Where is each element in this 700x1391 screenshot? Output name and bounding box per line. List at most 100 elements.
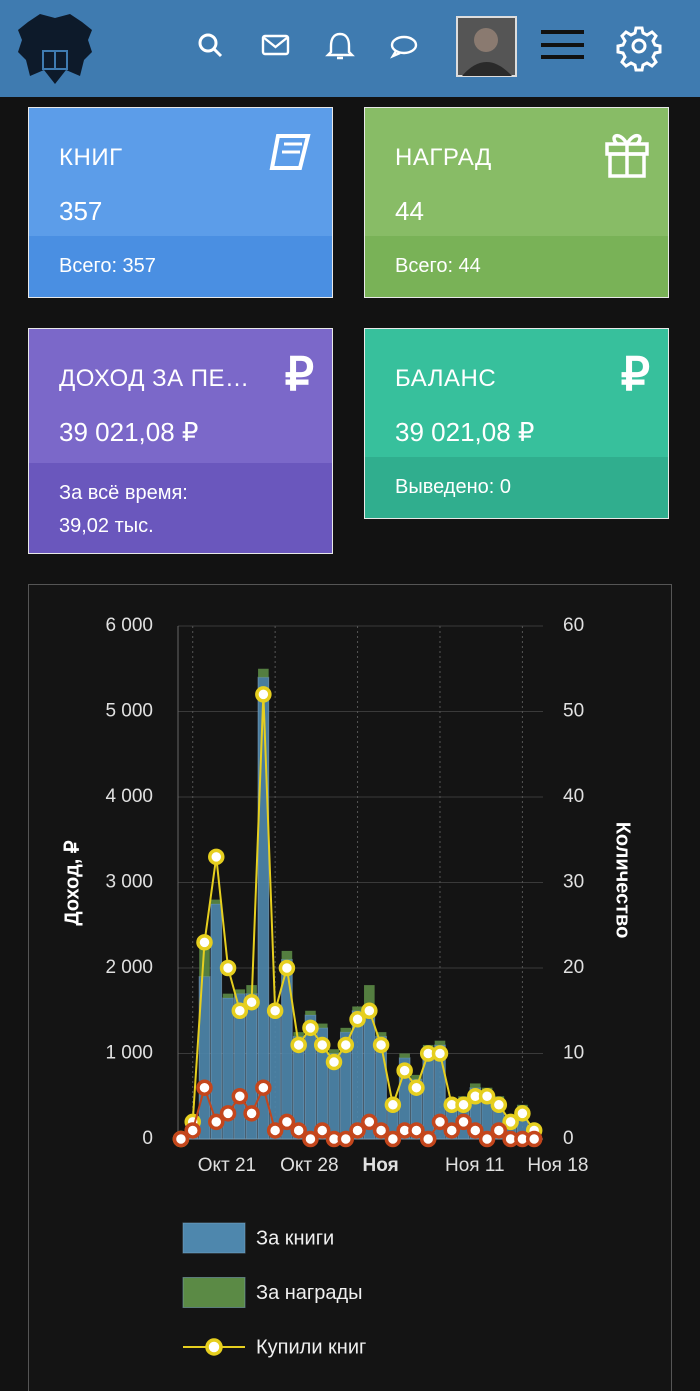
y2-tick-label: 0 xyxy=(563,1128,574,1149)
point xyxy=(231,1088,249,1105)
card[interactable]: ДОХОД ЗА ПЕ… 39 021,08 ₽ ₽ За всё время:… xyxy=(28,328,333,554)
card-icon: ₽ xyxy=(620,348,650,400)
point xyxy=(243,993,260,1011)
point xyxy=(408,1079,425,1096)
point xyxy=(384,1130,402,1148)
x-tick-label: Ноя 11 xyxy=(445,1155,505,1176)
point xyxy=(313,1122,331,1139)
point xyxy=(290,1122,307,1139)
point xyxy=(325,1053,343,1071)
card-footer-line: Всего: 357 xyxy=(59,255,156,277)
legend-label: За награды xyxy=(256,1282,363,1304)
bar xyxy=(199,946,210,977)
point xyxy=(443,1122,460,1139)
bar xyxy=(234,989,246,994)
y2-tick-label: 20 xyxy=(563,957,584,978)
point xyxy=(172,1130,190,1148)
card-footer: Всего: 44 xyxy=(365,236,668,297)
card-footer-line: Всего: 44 xyxy=(395,255,481,277)
point xyxy=(219,1105,237,1122)
point xyxy=(266,1002,284,1019)
y2-tick-label: 30 xyxy=(563,872,584,893)
bar xyxy=(352,1006,363,1011)
y2-tick-label: 40 xyxy=(563,786,584,807)
y-tick-label: 5 000 xyxy=(105,701,153,722)
x-tick-label: Окт 28 xyxy=(280,1155,338,1176)
point xyxy=(196,934,213,951)
logo[interactable] xyxy=(18,14,92,84)
bar xyxy=(470,1083,481,1088)
point xyxy=(372,1122,390,1139)
card-icon: ₽ xyxy=(284,348,314,400)
point xyxy=(208,1113,225,1131)
point xyxy=(408,1122,425,1139)
y-axis-title: Доход, ₽ xyxy=(61,840,83,926)
point xyxy=(490,1122,508,1139)
card[interactable]: НАГРАД 44 Всего: 44 xyxy=(364,107,669,298)
point xyxy=(349,1011,366,1028)
point xyxy=(431,1113,449,1131)
point xyxy=(419,1130,437,1148)
bar xyxy=(281,950,293,960)
point xyxy=(467,1122,484,1139)
x-tick-label: Ноя xyxy=(363,1155,399,1176)
point xyxy=(278,1113,296,1131)
point xyxy=(490,1096,508,1114)
bar xyxy=(316,1023,328,1028)
point xyxy=(396,1062,413,1079)
header-icons xyxy=(18,14,662,84)
legend-marker xyxy=(205,1338,223,1356)
point xyxy=(219,959,237,977)
point xyxy=(514,1105,531,1122)
card[interactable]: КНИГ 357 Всего: 357 xyxy=(28,107,333,298)
bar xyxy=(328,1049,340,1054)
y-tick-label: 2 000 xyxy=(105,957,153,978)
point xyxy=(455,1113,472,1131)
card-value: 44 xyxy=(395,196,424,226)
point xyxy=(255,1079,272,1096)
bar xyxy=(222,993,234,998)
card-footer: Выведено: 0 xyxy=(365,457,668,518)
bar xyxy=(340,1027,352,1033)
point xyxy=(478,1130,496,1148)
bar xyxy=(257,676,270,1140)
point xyxy=(290,1036,307,1054)
y-tick-label: 6 000 xyxy=(105,615,153,636)
point xyxy=(337,1036,355,1054)
gift-icon xyxy=(605,133,649,178)
card-footer: За всё время: 39,02 тыс. xyxy=(29,463,332,553)
card-footer: Всего: 357 xyxy=(29,236,332,297)
point xyxy=(372,1036,390,1054)
card-value: 39 021,08 ₽ xyxy=(59,417,199,447)
point xyxy=(502,1113,519,1131)
bar xyxy=(258,668,269,678)
point xyxy=(302,1130,319,1148)
card-title: НАГРАД xyxy=(395,144,492,171)
y-tick-label: 1 000 xyxy=(105,1043,153,1064)
nav-icons[interactable] xyxy=(198,32,418,60)
bar xyxy=(351,1010,364,1140)
point xyxy=(455,1096,472,1114)
card-title: БАЛАНС xyxy=(395,365,497,392)
avatar-face xyxy=(474,28,498,52)
y2-tick-label: 50 xyxy=(563,701,584,722)
menu[interactable] xyxy=(541,30,584,59)
bar xyxy=(210,899,222,904)
point xyxy=(313,1036,331,1054)
x-tick-label: Окт 21 xyxy=(198,1155,256,1176)
card-footer-line: За всё время: xyxy=(59,482,188,504)
point xyxy=(243,1105,260,1122)
bar xyxy=(434,1040,446,1045)
y2-tick-label: 10 xyxy=(563,1043,584,1064)
book-icon xyxy=(269,134,311,170)
point xyxy=(184,1122,201,1139)
point xyxy=(525,1130,543,1148)
avatar-body xyxy=(462,62,512,76)
legend-swatch xyxy=(182,1222,246,1254)
chart-panel xyxy=(28,584,672,1391)
x-tick-label: Ноя 18 xyxy=(527,1155,588,1176)
card[interactable]: БАЛАНС 39 021,08 ₽ ₽ Выведено: 0 xyxy=(364,328,669,519)
settings[interactable] xyxy=(616,26,662,72)
